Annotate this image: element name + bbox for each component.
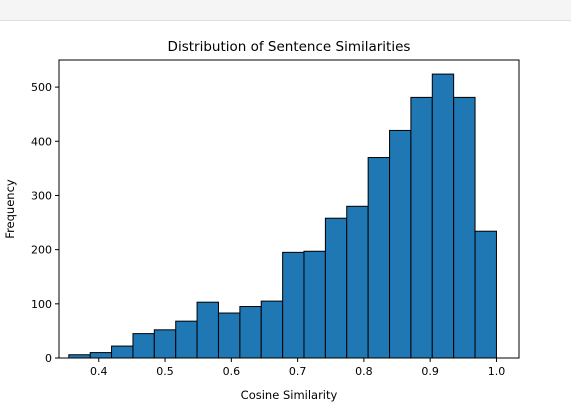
histogram-bar [325,218,346,358]
y-tick-label: 200 [31,244,52,257]
y-tick-label: 100 [31,298,52,311]
histogram-bar [283,252,304,358]
histogram-bar [454,97,475,358]
x-tick-label: 0.5 [156,365,174,378]
histogram-bar [197,302,218,358]
histogram-bar [218,313,239,358]
x-tick-label: 1.0 [488,365,506,378]
histogram-bar [154,330,175,358]
y-tick-label: 400 [31,135,52,148]
x-axis-ticks: 0.4 0.5 0.6 0.7 0.8 0.9 1.0 [90,358,505,378]
histogram-bar [390,130,411,358]
x-tick-label: 0.9 [421,365,439,378]
x-axis-label: Cosine Similarity [241,388,338,402]
histogram-bar [347,206,368,358]
histogram-bar [176,321,197,358]
y-tick-label: 500 [31,81,52,94]
x-tick-label: 0.8 [355,365,373,378]
histogram-bar [304,251,325,358]
histogram-bar [240,307,261,358]
x-tick-label: 0.6 [223,365,241,378]
histogram-bar [112,346,133,358]
histogram-bar [90,353,111,358]
y-tick-label: 300 [31,189,52,202]
y-tick-label: 0 [45,352,52,365]
histogram-bars [69,74,497,358]
chart-title: Distribution of Sentence Similarities [168,39,411,55]
histogram-bar [368,158,389,358]
histogram-bar [432,74,453,358]
x-tick-label: 0.7 [289,365,307,378]
y-axis-label: Frequency [3,179,17,239]
y-axis-ticks: 0 100 200 300 400 500 [31,81,59,365]
histogram-bar [261,301,282,358]
histogram-bar [411,97,432,358]
histogram-bar [475,231,496,358]
histogram-bar [133,334,154,358]
x-tick-label: 0.4 [90,365,108,378]
